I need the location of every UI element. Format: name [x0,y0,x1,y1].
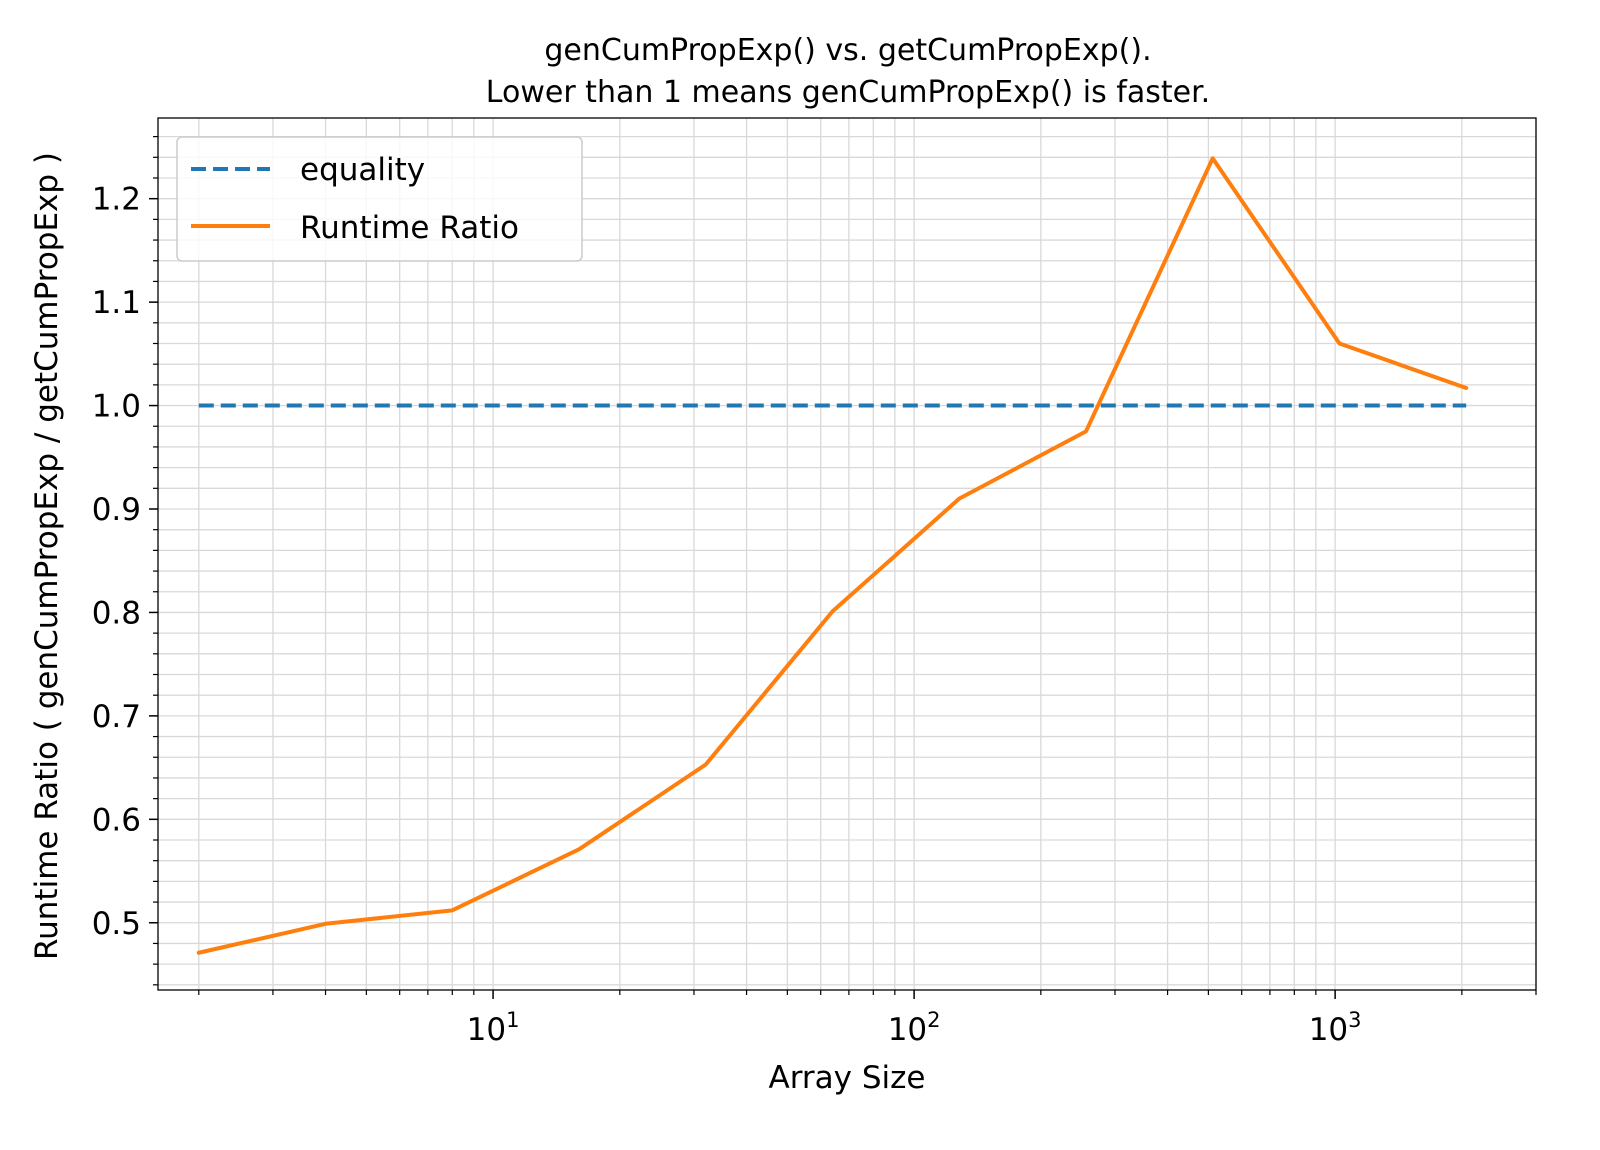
x-axis-label: Array Size [769,1060,926,1096]
y-tick-label: 1.2 [92,182,141,218]
y-axis-label: Runtime Ratio ( genCumPropExp / getCumPr… [29,152,65,960]
series-layer [196,156,1469,955]
y-tick-label: 0.9 [92,492,141,528]
y-tick-label: 0.5 [92,906,141,942]
plot-frame [157,117,1537,991]
y-tick-label: 1.1 [92,285,141,321]
chart-title-line-2: Lower than 1 means genCumPropExp() is fa… [486,75,1210,110]
legend: equality Runtime Ratio [176,136,583,262]
y-tick-label: 0.7 [92,699,141,735]
x-tick-label: 103 [1309,1008,1362,1048]
y-tick-label: 0.6 [92,802,141,838]
x-tick-label: 102 [888,1008,941,1048]
legend-box [176,136,583,262]
y-tick-label: 0.8 [92,595,141,631]
y-tick-label: 1.0 [92,389,141,425]
chart-title-line-1: genCumPropExp() vs. getCumPropExp(). [544,33,1151,68]
x-tick-label: 101 [467,1008,520,1048]
legend-label-runtime-ratio: Runtime Ratio [300,210,519,246]
series-line-runtime-ratio [196,156,1469,955]
axis-ticks: 101 102 103 0.5 0.6 0.7 0.8 0.9 1.0 1.1 1.2 [92,136,1537,1048]
legend-label-equality: equality [300,152,425,188]
